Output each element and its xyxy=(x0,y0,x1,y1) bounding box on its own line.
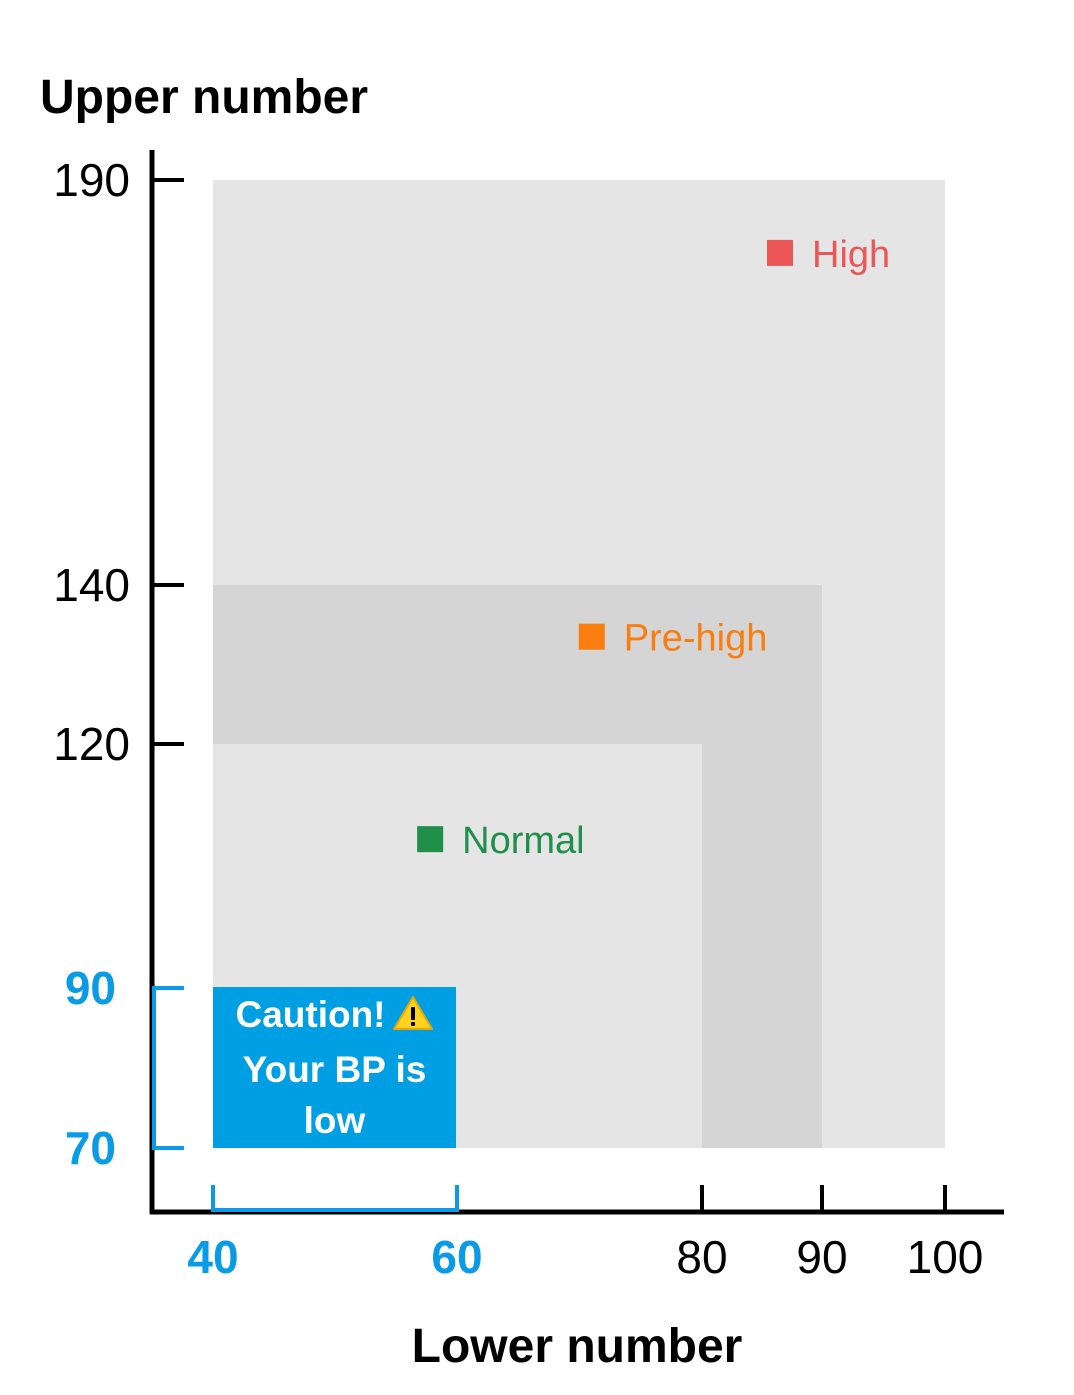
zones xyxy=(213,180,945,1148)
caution-line-2: Your BP is xyxy=(242,1049,427,1090)
legend-marker-pre-high xyxy=(578,623,605,650)
low-bp-caution-box: Caution! Your BP is low xyxy=(213,987,456,1148)
low-range-brackets xyxy=(152,988,457,1212)
x-tick-label-100: 100 xyxy=(907,1231,984,1283)
x-tick-label-40: 40 xyxy=(187,1231,238,1283)
y-tick-label-70: 70 xyxy=(65,1122,116,1174)
zone-labels: High Pre-high Normal xyxy=(417,234,890,862)
caution-line-1: Caution! xyxy=(213,989,456,1044)
y-tick-label-140: 140 xyxy=(53,559,130,611)
y-axis-title: Upper number xyxy=(40,71,368,124)
legend-label-normal: Normal xyxy=(462,820,584,862)
legend-label-high: High xyxy=(812,234,890,276)
x-tick-label-80: 80 xyxy=(676,1231,727,1283)
warning-icon xyxy=(392,993,434,1044)
y-tick-label-190: 190 xyxy=(53,154,130,206)
legend-marker-normal xyxy=(417,826,444,853)
x-axis-title: Lower number xyxy=(412,1320,743,1373)
caution-line-3: low xyxy=(303,1100,366,1141)
y-tick-label-90: 90 xyxy=(65,962,116,1014)
legend-marker-high xyxy=(767,239,793,266)
ticks: 70 90 120 140 190 40 60 80 90 100 xyxy=(53,154,983,1283)
x-tick-label-90: 90 xyxy=(796,1231,847,1283)
y-tick-label-120: 120 xyxy=(53,718,130,770)
x-tick-label-60: 60 xyxy=(431,1231,482,1283)
legend-label-pre-high: Pre-high xyxy=(624,618,768,660)
